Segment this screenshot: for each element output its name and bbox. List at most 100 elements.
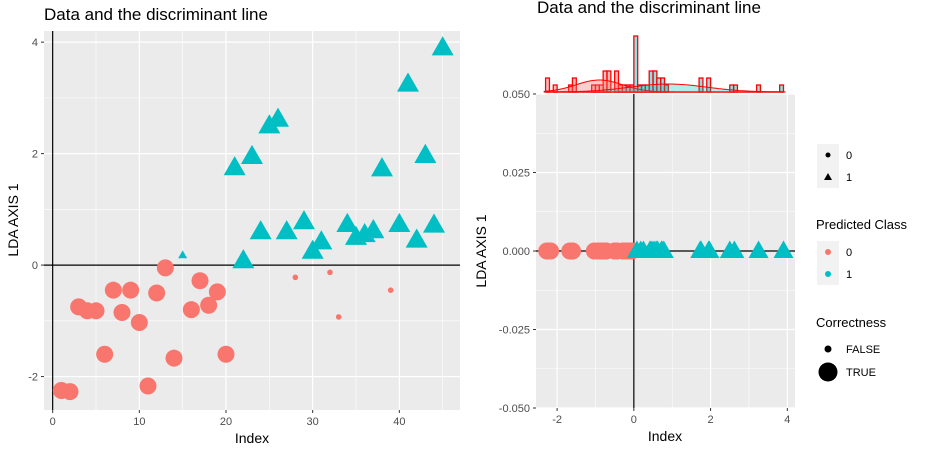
data-point-class1 bbox=[178, 250, 188, 259]
data-point-class0 bbox=[139, 377, 157, 395]
y-tick-label: -2 bbox=[28, 372, 38, 384]
y-tick-label: -0.050 bbox=[499, 403, 530, 415]
legend-predicted-label-0: 0 bbox=[846, 247, 852, 259]
right-plot-points bbox=[538, 240, 794, 260]
right-plot-y-axis-title: LDA AXIS 1 bbox=[473, 214, 489, 287]
x-tick-label: 2 bbox=[708, 414, 714, 426]
left-plot-y-axis-title: LDA AXIS 1 bbox=[5, 183, 21, 256]
data-point-class0 bbox=[122, 281, 140, 299]
left-plot-points bbox=[52, 36, 454, 401]
data-point-class1 bbox=[405, 228, 428, 248]
data-point-class0 bbox=[96, 345, 114, 363]
legend-circle-icon bbox=[825, 152, 831, 158]
y-tick-label: 0.000 bbox=[502, 246, 530, 258]
data-point-class1 bbox=[371, 157, 393, 177]
x-tick-label: 20 bbox=[220, 416, 232, 428]
left-plot: Data and the discriminant line 0 10 20 30 40… bbox=[5, 5, 460, 446]
left-plot-panel bbox=[44, 31, 460, 410]
data-point-class1 bbox=[653, 240, 674, 258]
legend-large-point-icon bbox=[818, 362, 838, 382]
x-tick-label: -2 bbox=[552, 414, 562, 426]
data-point-class0 bbox=[61, 383, 79, 401]
data-point-class1 bbox=[362, 219, 385, 239]
y-tick-label: 2 bbox=[32, 149, 38, 161]
data-point-class1 bbox=[310, 230, 333, 250]
data-point-class1 bbox=[275, 220, 298, 240]
data-point-class0 bbox=[182, 301, 200, 319]
data-point-class0 bbox=[217, 345, 235, 363]
data-point-class0 bbox=[208, 283, 226, 301]
y-tick-label: -0.025 bbox=[499, 325, 530, 337]
data-point-class1 bbox=[249, 220, 272, 240]
x-tick-label: 30 bbox=[307, 416, 319, 428]
x-tick-label: 0 bbox=[50, 416, 56, 428]
legend-small-point-icon bbox=[824, 345, 832, 353]
data-point-class1 bbox=[724, 240, 745, 258]
data-point-class1 bbox=[748, 240, 769, 258]
legend-triangle-icon bbox=[824, 173, 832, 180]
y-tick-label: 0 bbox=[32, 260, 38, 272]
data-point-class0 bbox=[292, 274, 299, 281]
data-point-class0 bbox=[200, 296, 218, 314]
data-point-class1 bbox=[267, 107, 289, 127]
legend-predicted-label-1: 1 bbox=[846, 269, 852, 281]
y-tick-label: 4 bbox=[32, 37, 38, 49]
legend-predicted-class: Predicted Class 0 1 bbox=[816, 217, 908, 285]
legend-shape-label-0: 0 bbox=[846, 150, 852, 162]
data-point-class0 bbox=[104, 281, 122, 299]
y-tick-label: 0.050 bbox=[502, 89, 530, 101]
legend-predicted-title: Predicted Class bbox=[816, 217, 908, 232]
data-point-class0 bbox=[327, 269, 333, 276]
left-plot-x-axis-title: Index bbox=[235, 430, 269, 446]
histogram-bar-class1 bbox=[779, 84, 785, 93]
data-point-class1 bbox=[336, 212, 359, 233]
y-tick-label: 0.025 bbox=[502, 168, 530, 180]
data-point-class1 bbox=[223, 156, 246, 176]
x-tick-label: 0 bbox=[631, 414, 637, 426]
x-tick-label: 40 bbox=[393, 416, 405, 428]
data-point-class0 bbox=[130, 313, 148, 331]
right-plot-tick-labels: -2 0 2 4 -0.050 -0.025 0.000 0.025 0.050 bbox=[499, 89, 791, 426]
histogram-bar-class0 bbox=[544, 77, 551, 93]
legend-correctness-title: Correctness bbox=[816, 315, 887, 330]
data-point-class0 bbox=[148, 284, 166, 302]
data-point-class0 bbox=[387, 287, 394, 293]
legend-class0-swatch bbox=[825, 249, 831, 255]
histogram-bar-class1 bbox=[633, 35, 639, 93]
right-plot: Data and the discriminant line -2 0 2 4 -0.0… bbox=[473, 0, 795, 444]
data-point-class0 bbox=[156, 259, 174, 277]
data-point-class0 bbox=[191, 272, 209, 290]
density-curve-class1 bbox=[543, 83, 786, 93]
data-point-class0 bbox=[87, 302, 105, 320]
legend-correctness-label-false: FALSE bbox=[846, 344, 880, 356]
data-point-class0 bbox=[165, 349, 183, 367]
right-plot-x-axis-title: Index bbox=[648, 428, 682, 444]
right-plot-marginal-histogram bbox=[543, 35, 786, 93]
legend-correctness-label-true: TRUE bbox=[846, 367, 876, 379]
data-point-class0 bbox=[563, 242, 581, 260]
data-point-class1 bbox=[431, 36, 454, 56]
legend-shape-label-1: 1 bbox=[846, 172, 852, 184]
data-point-class1 bbox=[699, 240, 720, 258]
density-curve-class0 bbox=[543, 79, 786, 93]
data-point-class1 bbox=[232, 249, 255, 269]
left-plot-tick-labels: 0 10 20 30 40 -2 0 2 4 bbox=[28, 37, 405, 428]
legend-class1-swatch bbox=[825, 271, 831, 277]
legend-shape: 0 1 bbox=[817, 144, 852, 188]
data-point-class1 bbox=[773, 240, 794, 258]
data-point-class1 bbox=[397, 72, 419, 92]
data-point-class0 bbox=[335, 314, 342, 320]
legend-correctness: Correctness FALSE TRUE bbox=[816, 315, 887, 382]
data-point-class1 bbox=[414, 143, 437, 163]
right-plot-title: Data and the discriminant line bbox=[537, 0, 761, 17]
x-tick-label: 4 bbox=[784, 414, 790, 426]
data-point-class0 bbox=[113, 303, 131, 321]
data-point-class0 bbox=[542, 242, 560, 260]
left-plot-title: Data and the discriminant line bbox=[44, 5, 268, 24]
data-point-class1 bbox=[241, 144, 263, 165]
x-tick-label: 10 bbox=[133, 416, 145, 428]
data-point-class1 bbox=[388, 212, 411, 233]
data-point-class1 bbox=[423, 213, 445, 233]
data-point-class1 bbox=[293, 210, 315, 230]
